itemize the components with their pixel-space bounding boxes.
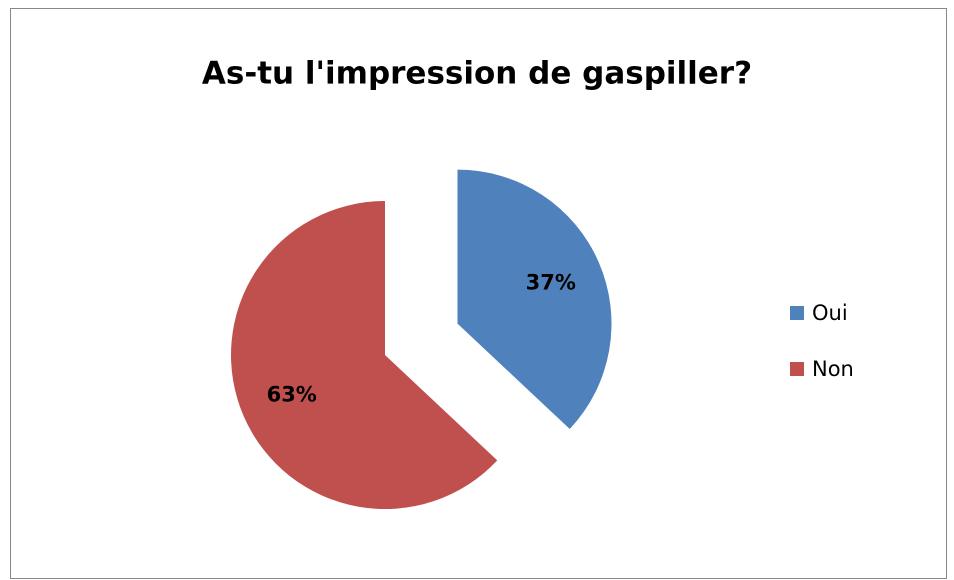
pie-slice [231,201,498,509]
legend-label: Oui [812,301,848,325]
pie-slice [457,169,612,430]
legend-swatch [790,306,804,320]
legend-swatch [790,362,804,376]
data-label: 63% [267,382,317,406]
chart-title: As-tu l'impression de gaspiller? [202,56,752,92]
data-label: 37% [526,270,576,294]
legend-label: Non [812,357,854,381]
